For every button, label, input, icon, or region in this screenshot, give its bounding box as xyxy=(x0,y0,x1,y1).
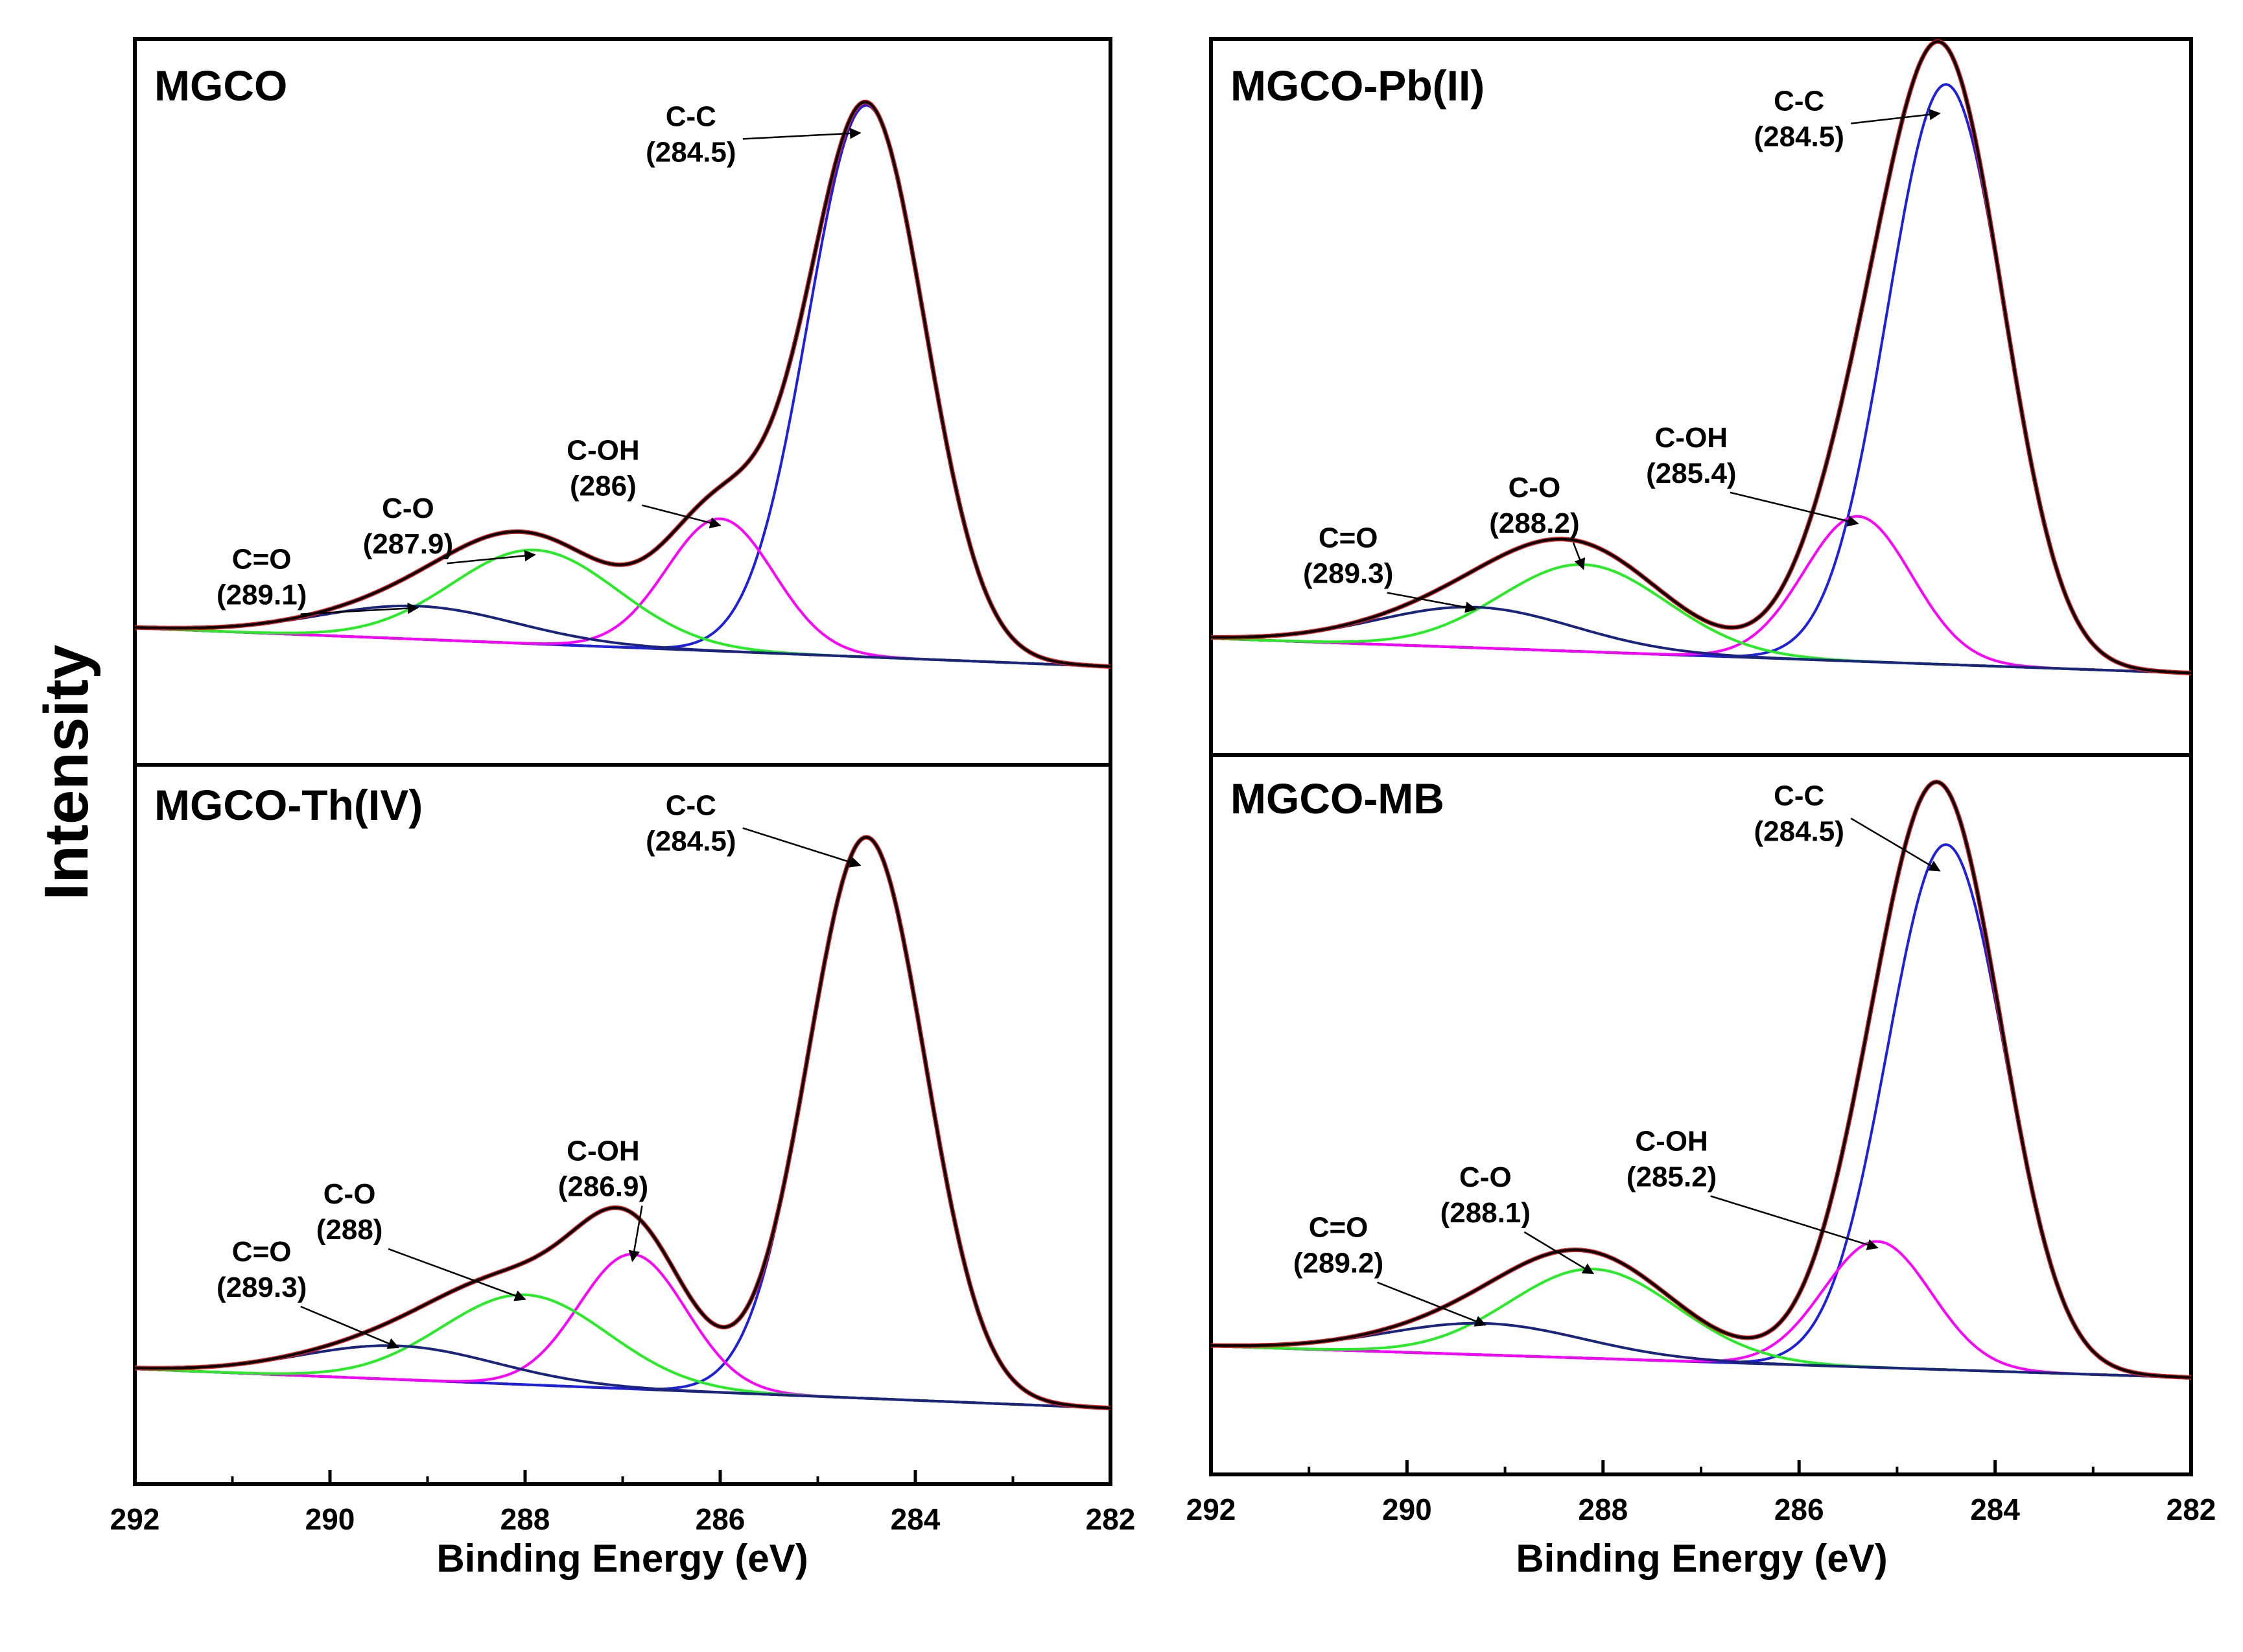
panel-mgco-pb: MGCO-Pb(II) C-C (284.5) C-OH (285.4) C-O(288.… xyxy=(1209,37,2193,757)
annotation-value: (284.5) xyxy=(646,136,736,168)
annotation-label: C=O xyxy=(1309,1212,1368,1244)
annotation-value: (289.1) xyxy=(217,579,307,611)
annotation-arrow xyxy=(628,1205,643,1262)
annotation-label: C-OH xyxy=(567,1135,639,1167)
annotation-value: (288.1) xyxy=(1440,1197,1531,1229)
x-axis-title-right: Binding Energy (eV) xyxy=(1516,1537,1887,1580)
annotation-value: (284.5) xyxy=(646,826,736,857)
annotation-value: (289.3) xyxy=(1303,558,1393,590)
measured-spectrum-line xyxy=(134,100,1111,668)
x-tick-label: 284 xyxy=(891,1502,941,1536)
x-tick-label: 292 xyxy=(110,1502,160,1536)
measured-spectrum-line xyxy=(1210,780,2192,1379)
annotation-label: C-C xyxy=(666,100,716,132)
measured-spectrum-line xyxy=(1211,40,2192,675)
component-c-o-line xyxy=(134,604,1111,668)
fit-envelope-line xyxy=(134,835,1111,1411)
annotation-value: (288.2) xyxy=(1489,507,1579,539)
annotation-arrow xyxy=(1851,109,1941,124)
annotation-label: C-O xyxy=(323,1178,376,1210)
panel-title: MGCO-Th(IV) xyxy=(154,781,423,829)
x-tick-label: 286 xyxy=(1774,1493,1824,1526)
x-axis-title-left: Binding Energy (eV) xyxy=(436,1537,808,1580)
annotation-label: C=O xyxy=(232,544,292,576)
annotation-arrow xyxy=(300,602,419,615)
panel-mgco-mb: MGCO-MB C-C (284.5) C-OH(285.2) C-O (288.1) C=… xyxy=(1186,753,2216,1526)
annotation-label: C-OH xyxy=(1655,422,1728,454)
annotation-value: (285.4) xyxy=(1646,458,1736,489)
annotation-arrow xyxy=(300,1305,399,1349)
panel-mgco-th: MGCO-Th(IV) C-C (284.5) C-OH (286.9) C-O (288)… xyxy=(110,763,1136,1536)
annotation-arrow xyxy=(742,128,862,140)
component-c-c-line xyxy=(1210,843,2192,1379)
annotation-label: C-C xyxy=(666,790,716,822)
plot-frame xyxy=(133,37,1112,767)
annotation-label: C-C xyxy=(1774,780,1824,812)
annotation-value: (286.9) xyxy=(558,1171,648,1203)
x-tick-label: 282 xyxy=(2167,1493,2216,1526)
annotation-arrow xyxy=(1523,1231,1595,1275)
plot-frame xyxy=(1209,753,2193,1476)
annotation-value: (287.9) xyxy=(363,528,453,560)
component-c-o-line xyxy=(1210,1321,2192,1379)
annotation-label: C-O xyxy=(1509,472,1561,504)
annotation-value: (285.2) xyxy=(1626,1161,1717,1193)
annotation-arrow xyxy=(1377,1281,1486,1327)
annotation-label: C=O xyxy=(232,1236,292,1268)
annotation-arrow xyxy=(1387,592,1477,613)
annotation-arrow xyxy=(447,550,536,564)
plot-frame xyxy=(133,763,1112,1486)
annotation-label: C-C xyxy=(1774,86,1824,117)
annotation-value: (289.3) xyxy=(217,1272,307,1303)
plot-frame xyxy=(1209,37,2193,757)
y-axis-title: Intensity xyxy=(32,645,101,901)
x-tick-label: 290 xyxy=(1382,1493,1432,1526)
annotation-label: C=O xyxy=(1319,522,1378,554)
annotation-value: (284.5) xyxy=(1754,121,1844,153)
x-tick-label: 292 xyxy=(1186,1493,1236,1526)
annotation-label: C-O xyxy=(382,493,434,524)
component-c-oh-line xyxy=(1210,1240,2192,1379)
annotation-arrow xyxy=(742,827,862,868)
annotation-arrow xyxy=(1850,817,1941,872)
annotation-arrow xyxy=(1710,1195,1879,1250)
x-tick-label: 290 xyxy=(305,1502,355,1536)
measured-spectrum-line xyxy=(134,835,1111,1410)
panel-title: MGCO-Pb(II) xyxy=(1230,62,1485,110)
panel-mgco: MGCO C-C (284.5) C-OH (286) C-O (287.9) C=O(289… xyxy=(133,37,1112,767)
annotation-arrow xyxy=(388,1248,526,1301)
x-tick-label: 286 xyxy=(696,1502,746,1536)
annotation-arrow xyxy=(1572,542,1586,570)
fit-envelope-line xyxy=(1210,779,2192,1380)
annotation-arrow xyxy=(642,504,722,529)
annotation-value: (288) xyxy=(316,1214,383,1246)
panel-title: MGCO-MB xyxy=(1230,774,1444,822)
annotation-value: (284.5) xyxy=(1754,816,1844,848)
annotation-label: C-OH xyxy=(567,435,639,467)
x-tick-label: 284 xyxy=(1970,1493,2020,1526)
annotation-label: C-O xyxy=(1459,1161,1512,1193)
panel-title: MGCO xyxy=(154,62,287,110)
x-tick-label: 282 xyxy=(1086,1502,1136,1536)
component-c-c-line xyxy=(134,835,1111,1410)
annotation-arrow xyxy=(1730,491,1859,527)
x-tick-label: 288 xyxy=(1578,1493,1628,1526)
annotation-value: (289.2) xyxy=(1293,1248,1383,1279)
annotation-label: C-OH xyxy=(1635,1126,1708,1158)
component-c-o-line xyxy=(134,1293,1111,1410)
component-c-o-line xyxy=(1211,605,2192,675)
annotation-value: (286) xyxy=(570,471,637,502)
x-tick-label: 288 xyxy=(500,1502,550,1536)
